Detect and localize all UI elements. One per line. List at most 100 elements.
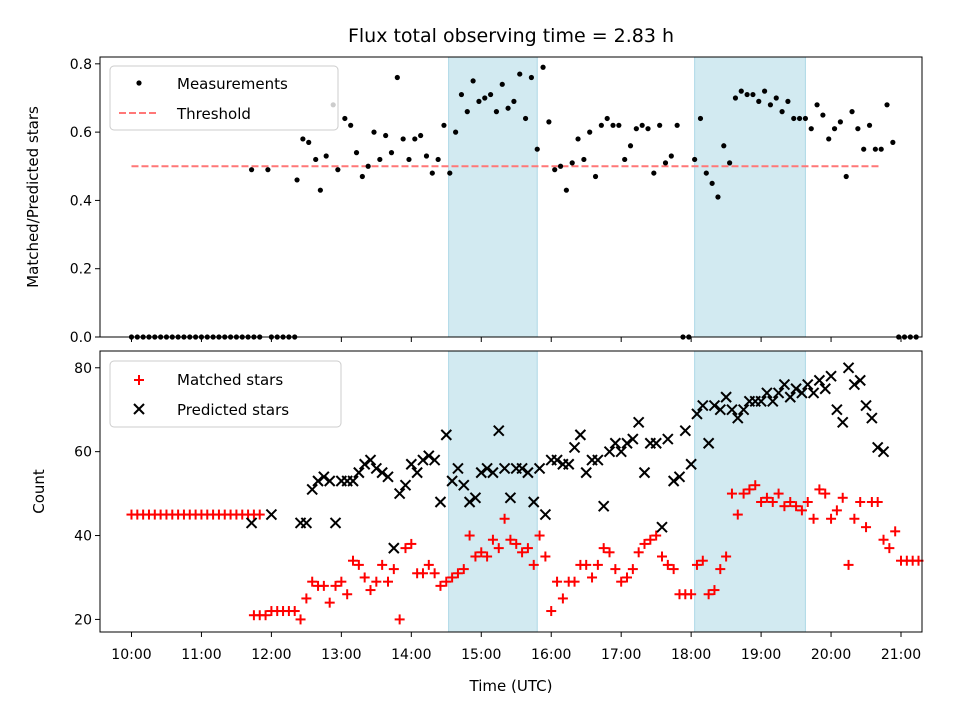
x-tick-label-2: 12:00	[251, 647, 291, 663]
predicted-star-point-76	[726, 404, 738, 416]
measurement-point-64	[493, 109, 500, 115]
predicted-star-point-12	[353, 466, 365, 479]
legend-predicted-stars-marker	[133, 403, 145, 415]
matched-star-point-110	[756, 496, 767, 507]
measurement-point-57	[453, 129, 459, 135]
matched-star-point-52	[417, 568, 428, 579]
predicted-star-point-25	[428, 454, 441, 466]
measurement-point-79	[581, 156, 587, 163]
matched-star-point-67	[505, 534, 516, 545]
matched-star-point-53	[423, 559, 434, 570]
measurement-point-130	[878, 146, 884, 152]
shaded-interval-0	[448, 56, 538, 338]
predicted-star-point-32	[469, 492, 482, 504]
measurement-point-53	[429, 170, 435, 176]
legend-matched-stars-label: Matched stars	[177, 371, 283, 389]
measurement-point-105	[732, 95, 739, 101]
measurement-point-74	[552, 167, 558, 173]
matched-star-point-92	[651, 530, 662, 541]
predicted-star-point-96	[842, 362, 855, 374]
matched-star-point-130	[872, 496, 883, 507]
predicted-star-point-78	[737, 404, 750, 416]
top-x-ticks	[130, 337, 902, 342]
matched-star-point-117	[796, 505, 807, 516]
measurement-point-62	[482, 95, 488, 101]
top-axes-frame	[99, 56, 923, 338]
measurement-point-93	[662, 160, 669, 166]
measurement-point-52	[423, 153, 430, 159]
predicted-star-point-101	[871, 441, 884, 454]
matched-star-point-38	[336, 576, 347, 587]
predicted-star-point-48	[563, 458, 575, 470]
x-tick-label-6: 16:00	[531, 647, 571, 663]
matched-star-point-42	[359, 572, 370, 583]
measurement-point-131	[884, 102, 890, 108]
predicted-star-point-100	[866, 412, 878, 424]
predicted-star-point-19	[393, 487, 406, 500]
matched-star-point-88	[627, 564, 638, 575]
measurement-point-56	[447, 170, 453, 176]
predicted-star-point-59	[627, 433, 639, 445]
x-tick-label-10: 20:00	[811, 647, 851, 663]
predicted-star-point-42	[528, 496, 540, 508]
predicted-star-point-43	[533, 462, 546, 475]
matched-star-point-108	[744, 484, 755, 495]
predicted-star-point-30	[458, 479, 470, 491]
matched-star-point-111	[761, 492, 772, 503]
predicted-star-point-15	[370, 462, 383, 475]
predicted-star-point-1	[265, 508, 278, 521]
measurement-point-111	[767, 102, 774, 108]
predicted-star-point-24	[423, 450, 435, 462]
predicted-star-point-87	[790, 383, 802, 395]
measurement-point-40	[353, 150, 360, 156]
measurement-point-103	[721, 143, 727, 149]
matched-star-point-35	[318, 580, 329, 591]
measurement-point-37	[335, 167, 341, 173]
matched-star-point-105	[726, 488, 737, 499]
measurement-point-128	[866, 122, 873, 128]
measurement-point-121	[826, 136, 832, 142]
predicted-star-point-46	[551, 454, 563, 466]
predicted-star-point-91	[813, 374, 826, 387]
matched-star-point-48	[394, 614, 405, 625]
predicted-star-point-37	[498, 462, 511, 475]
predicted-star-point-75	[720, 391, 732, 403]
bottom-y-ticks: 20 40 60 80	[74, 361, 100, 628]
matched-star-point-44	[371, 576, 382, 587]
matched-star-point-37	[330, 580, 341, 591]
predicted-star-point-23	[417, 454, 429, 466]
measurement-point-88	[633, 126, 639, 132]
measurement-point-43	[371, 129, 377, 135]
measurement-point-126	[855, 126, 861, 132]
predicted-star-point-49	[568, 441, 581, 454]
matched-star-point-128	[861, 522, 872, 533]
predicted-star-point-22	[411, 466, 423, 479]
measurement-point-35	[323, 153, 329, 159]
predicted-star-point-67	[673, 471, 686, 483]
matched-star-point-82	[592, 559, 603, 570]
matched-star-point-25	[260, 610, 271, 621]
measurement-point-32	[306, 139, 312, 145]
measurement-point-89	[639, 122, 645, 128]
measurement-point-61	[476, 98, 482, 104]
predicted-star-point-53	[592, 454, 604, 466]
matched-star-point-98	[686, 589, 697, 600]
predicted-star-point-82	[761, 387, 773, 399]
measurement-point-48	[400, 136, 406, 142]
predicted-star-point-90	[807, 387, 820, 399]
predicted-stars-series	[245, 362, 890, 554]
predicted-star-point-83	[767, 395, 779, 408]
matched-star-point-106	[732, 509, 743, 520]
measurement-point-82	[598, 122, 604, 128]
matched-star-point-81	[587, 572, 598, 583]
measurement-point-125	[849, 109, 855, 115]
predicted-star-point-50	[574, 429, 587, 441]
measurement-point-91	[651, 170, 657, 176]
measurement-point-69	[522, 115, 529, 122]
matched-star-point-115	[785, 496, 796, 507]
predicted-star-point-4	[306, 483, 318, 496]
matched-star-point-65	[493, 543, 504, 554]
matched-star-point-104	[721, 551, 732, 562]
matched-star-point-131	[878, 534, 889, 545]
matched-star-point-100	[697, 555, 708, 566]
